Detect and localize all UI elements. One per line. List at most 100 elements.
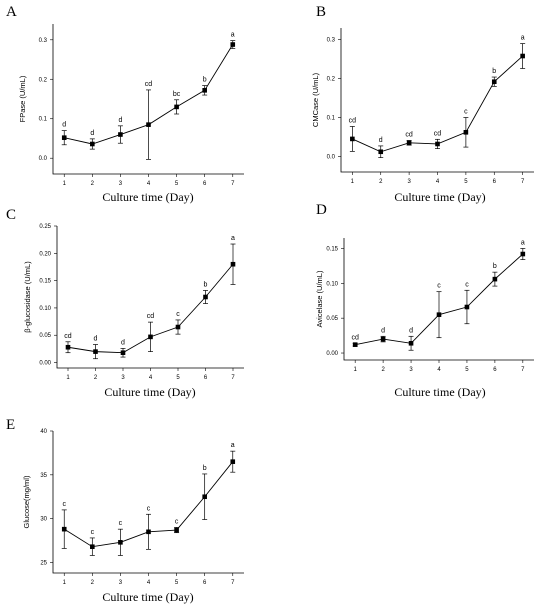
significance-letter: a — [521, 239, 525, 246]
y-tick-label: 0.1 — [327, 116, 336, 122]
y-tick-label: 0.15 — [326, 246, 338, 252]
significance-letter: cd — [64, 333, 72, 340]
data-point — [175, 324, 181, 330]
panel-label: B — [316, 4, 326, 20]
data-point — [408, 340, 414, 346]
panel-a: A 0.0 0.1 0.2 0.3 1 2 3 4 5 6 7 Culture time (Day) FP… — [6, 4, 244, 204]
data-point — [436, 312, 442, 317]
y-tick-label: 0.10 — [39, 306, 51, 312]
y-tick-label: 25 — [40, 560, 47, 566]
data-point — [230, 459, 236, 464]
y-tick-label: 0.0 — [39, 156, 48, 162]
significance-letter: cd — [434, 130, 442, 137]
significance-letter: cd — [351, 334, 359, 341]
significance-letter: b — [204, 281, 208, 288]
data-point — [61, 135, 67, 140]
significance-letter: d — [121, 339, 125, 346]
x-tick-label: 5 — [175, 580, 179, 586]
significance-letter: a — [231, 235, 235, 242]
significance-letter: d — [409, 327, 413, 334]
data-point — [148, 334, 153, 340]
y-tick-label: 0.0 — [327, 154, 336, 160]
axes — [56, 226, 244, 369]
x-tick-label: 1 — [66, 375, 70, 381]
x-tick-label: 3 — [121, 375, 125, 381]
data-point — [120, 350, 126, 356]
y-axis-label: Glucose(mg/ml) — [22, 475, 31, 528]
significance-letter: d — [94, 336, 98, 343]
panel-c: C 0.00 0.05 0.10 0.15 0.20 0.25 1 2 3 4 5 6 7 Culture … — [6, 207, 244, 399]
data-point — [435, 141, 440, 147]
x-tick-label: 4 — [147, 580, 151, 586]
data-point — [90, 141, 95, 147]
x-axis-label: Culture time (Day) — [394, 190, 485, 204]
y-tick-label: 0.00 — [39, 361, 51, 367]
data-point — [202, 494, 207, 500]
x-tick-label: 2 — [91, 181, 95, 187]
data-point — [61, 526, 67, 532]
x-tick-label: 5 — [175, 181, 179, 187]
significance-letter: cd — [349, 117, 357, 124]
x-tick-label: 3 — [409, 367, 413, 373]
x-tick-label: 4 — [437, 367, 441, 373]
axes — [52, 24, 244, 175]
significance-letter: c — [464, 109, 468, 116]
y-axis-label: FPase (U/mL) — [18, 75, 27, 122]
significance-letter: c — [175, 518, 179, 525]
y-tick-label: 0.3 — [327, 38, 336, 44]
significance-letter: d — [62, 122, 66, 129]
y-tick-label: 0.15 — [39, 279, 51, 285]
y-tick-label: 0.3 — [39, 38, 48, 44]
x-tick-label: 7 — [521, 179, 525, 185]
y-tick-label: 35 — [40, 473, 47, 479]
panel-label: C — [6, 207, 16, 223]
significance-letter: d — [118, 117, 122, 124]
data-point — [492, 276, 498, 282]
x-axis-label: Culture time (Day) — [394, 385, 485, 399]
x-tick-label: 6 — [203, 580, 207, 586]
data-point — [174, 527, 179, 533]
significance-letter: b — [203, 465, 207, 472]
significance-letter: b — [203, 77, 207, 84]
y-tick-label: 0.05 — [39, 333, 51, 339]
data-point — [146, 122, 151, 127]
data-point — [520, 53, 525, 59]
y-axis-label: β-glucosidase (U/mL) — [23, 261, 32, 333]
x-tick-label: 4 — [149, 375, 153, 381]
data-point — [146, 529, 151, 535]
data-point — [378, 149, 384, 155]
panel-label: D — [316, 202, 327, 218]
panel-label: A — [6, 4, 17, 20]
data-point — [90, 544, 95, 550]
x-tick-label: 7 — [231, 375, 235, 381]
data-point — [520, 251, 526, 257]
x-tick-label: 3 — [119, 580, 123, 586]
data-point — [230, 42, 236, 47]
data-point — [352, 342, 358, 347]
y-tick-label: 0.00 — [326, 351, 338, 357]
significance-letter: cd — [405, 131, 413, 138]
x-tick-label: 7 — [231, 181, 235, 187]
significance-letter: c — [465, 281, 469, 288]
y-tick-label: 0.05 — [326, 316, 338, 322]
y-tick-label: 0.1 — [39, 117, 48, 123]
significance-letter: cd — [145, 81, 153, 88]
significance-letter: c — [91, 529, 95, 536]
y-tick-label: 40 — [40, 429, 47, 435]
x-tick-label: 4 — [436, 179, 440, 185]
x-axis-label: Culture time (Day) — [102, 190, 193, 204]
significance-letter: d — [379, 137, 383, 144]
data-point — [380, 336, 386, 342]
x-tick-label: 7 — [231, 580, 235, 586]
y-axis-label: CMCase (U/mL) — [311, 72, 320, 127]
axes — [340, 28, 534, 173]
data-point — [491, 79, 497, 85]
data-point — [93, 349, 98, 354]
x-tick-label: 5 — [176, 375, 180, 381]
x-tick-label: 6 — [203, 181, 207, 187]
data-point — [230, 261, 236, 267]
data-point — [118, 132, 123, 137]
data-point — [118, 540, 123, 545]
axes — [52, 431, 244, 574]
